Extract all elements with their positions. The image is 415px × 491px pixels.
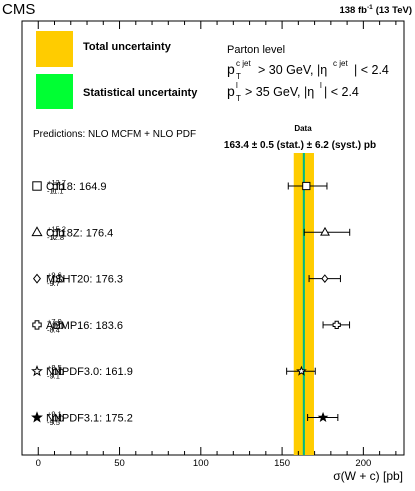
prediction-uncertainty-down: -9.1 xyxy=(47,372,60,381)
parton-level-title: Parton level xyxy=(227,44,285,56)
open-star-data-marker xyxy=(296,365,307,376)
prediction-unit: pb xyxy=(52,320,64,332)
prediction-label: NNPDF3.1: 175.2 xyxy=(46,413,133,425)
prediction-unit: pb xyxy=(52,227,64,239)
open-triangle-legend-marker xyxy=(31,226,43,237)
prediction-label: CT18: 164.9 xyxy=(46,181,107,193)
prediction-uncertainty-up: +15.2 xyxy=(47,224,66,233)
open-cross-data-marker xyxy=(332,320,341,329)
prediction-uncertainty-up: +7.9 xyxy=(47,317,62,326)
total-uncertainty-label: Total uncertainty xyxy=(83,41,172,53)
statistical-uncertainty-swatch xyxy=(36,74,73,109)
svg-text:> 30 GeV, |η: > 30 GeV, |η xyxy=(258,63,327,77)
open-cross-legend-marker xyxy=(32,320,42,330)
filled-star-data-marker xyxy=(317,411,329,423)
svg-text:p: p xyxy=(227,61,235,77)
svg-text:c jet: c jet xyxy=(333,59,348,68)
prediction-ct18z: CT18Z: 176.4 +15.2-12.8pb xyxy=(31,224,351,242)
prediction-uncertainty-down: -12.8 xyxy=(47,233,64,242)
svg-text:| < 2.4: | < 2.4 xyxy=(324,85,359,99)
open-diamond-data-marker xyxy=(321,274,329,284)
data-value-text: 163.4 ± 0.5 (stat.) ± 6.2 (syst.) pb xyxy=(224,140,376,151)
svg-text:T: T xyxy=(236,72,241,81)
lepton-cut-label: p l T > 35 GeV, |η l | < 2.4 xyxy=(227,81,359,103)
open-diamond-legend-marker xyxy=(32,273,42,284)
prediction-uncertainty-down: -9.5 xyxy=(47,418,60,427)
prediction-nnpdf3-0: NNPDF3.0: 161.9 +8.5-9.1pb xyxy=(31,363,316,381)
total-uncertainty-swatch xyxy=(36,31,73,67)
prediction-uncertainty-down: -9.7 xyxy=(47,279,60,288)
open-square-data-marker xyxy=(302,181,311,191)
prediction-uncertainty-up: +12.7 xyxy=(47,178,66,187)
svg-text:> 35 GeV, |η: > 35 GeV, |η xyxy=(245,85,314,99)
statistical-uncertainty-label: Statistical uncertainty xyxy=(83,87,198,99)
open-square-legend-marker xyxy=(32,181,42,191)
prediction-label: ABMP16: 183.6 xyxy=(46,320,123,332)
x-tick-label: 200 xyxy=(355,458,371,469)
open-triangle-data-marker xyxy=(320,226,330,236)
prediction-unit: pb xyxy=(52,274,64,286)
x-tick-label: 0 xyxy=(36,458,41,469)
prediction-msht20: MSHT20: 176.3 +9.6-9.7pb xyxy=(32,271,341,288)
prediction-uncertainty-up: +8.5 xyxy=(47,363,62,372)
luminosity-label: 138 fb-1 (13 TeV) xyxy=(339,4,412,16)
x-tick-label: 100 xyxy=(193,458,209,469)
prediction-uncertainty-down: -8.4 xyxy=(47,325,60,334)
x-axis-label: σ(W + c) [pb] xyxy=(333,469,403,483)
jet-cut-label: p c jet T > 30 GeV, |η c jet | < 2.4 xyxy=(227,59,389,81)
prediction-uncertainty-up: +9.6 xyxy=(47,271,62,280)
filled-star-legend-marker xyxy=(31,411,43,423)
svg-text:l: l xyxy=(320,81,322,90)
prediction-unit: pb xyxy=(52,366,64,378)
prediction-label: CT18Z: 176.4 xyxy=(46,227,113,239)
experiment-label: CMS xyxy=(2,1,35,18)
data-label: Data xyxy=(294,124,312,133)
prediction-abmp16: ABMP16: 183.6 +7.9-8.4pb xyxy=(32,317,351,334)
svg-text:| < 2.4: | < 2.4 xyxy=(354,63,389,77)
prediction-label: MSHT20: 176.3 xyxy=(46,274,123,286)
predictions-title: Predictions: NLO MCFM + NLO PDF xyxy=(33,129,196,140)
prediction-unit: pb xyxy=(52,413,64,425)
svg-text:l: l xyxy=(236,81,238,90)
prediction-nnpdf3-1: NNPDF3.1: 175.2 +9.1-9.5pb xyxy=(31,410,339,427)
prediction-uncertainty-down: -11.1 xyxy=(47,187,64,196)
svg-text:p: p xyxy=(227,83,235,99)
prediction-unit: pb xyxy=(52,181,64,193)
prediction-ct18: CT18: 164.9 +12.7-11.1pb xyxy=(32,178,328,196)
svg-text:T: T xyxy=(236,94,241,103)
svg-text:c jet: c jet xyxy=(236,59,251,68)
prediction-uncertainty-up: +9.1 xyxy=(47,410,62,419)
x-tick-label: 150 xyxy=(274,458,290,469)
prediction-label: NNPDF3.0: 161.9 xyxy=(46,366,133,378)
open-star-legend-marker xyxy=(31,364,43,377)
x-tick-label: 50 xyxy=(114,458,125,469)
plot-frame xyxy=(21,20,405,456)
